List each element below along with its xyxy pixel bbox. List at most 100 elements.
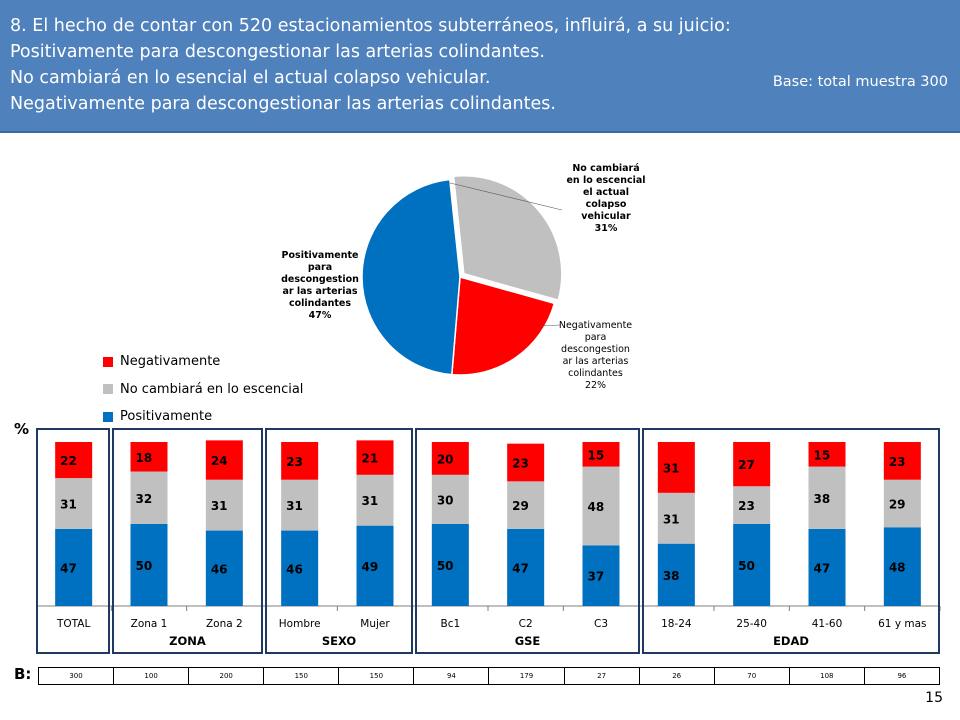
bar-segment-positivo bbox=[507, 528, 545, 606]
x-category-label: Zona 2 bbox=[206, 618, 243, 630]
group-box-edad bbox=[642, 428, 940, 654]
bar-value-label: 47 bbox=[512, 561, 529, 575]
bar-value-label: 23 bbox=[512, 457, 529, 471]
bar-value-label: 50 bbox=[738, 559, 755, 573]
bar-segment-negativo bbox=[808, 442, 846, 467]
group-name-sexo: SEXO bbox=[321, 634, 357, 648]
bar-segment-positivo bbox=[281, 530, 319, 606]
base-cell: 70 bbox=[713, 667, 790, 685]
bar-value-label: 47 bbox=[814, 561, 831, 575]
bar-segment-neutro bbox=[507, 481, 545, 529]
bar-value-label: 15 bbox=[588, 448, 605, 462]
legend-swatch-negativo bbox=[103, 356, 113, 367]
bar-segment-negativo bbox=[883, 442, 921, 480]
bar-value-label: 48 bbox=[588, 500, 605, 514]
bar-value-label: 49 bbox=[362, 560, 379, 574]
group-name-edad: EDAD bbox=[773, 634, 809, 648]
legend-swatch-neutro bbox=[103, 384, 113, 395]
bar-value-label: 37 bbox=[588, 570, 605, 584]
base-row-label: B: bbox=[14, 665, 32, 683]
bar-segment-negativo bbox=[582, 442, 620, 467]
x-category-label: 25-40 bbox=[736, 618, 767, 630]
bar-value-label: 47 bbox=[60, 561, 77, 575]
pie-label-line: descongestion bbox=[281, 274, 359, 285]
legend-label: No cambiará en lo escencial bbox=[120, 381, 304, 397]
x-category-label: 41-60 bbox=[812, 618, 843, 630]
group-name-gse: GSE bbox=[514, 634, 541, 648]
bar-segment-positivo bbox=[130, 524, 168, 606]
page-number: 15 bbox=[925, 690, 943, 706]
pie-label-line: para bbox=[307, 262, 333, 273]
base-cell: 100 bbox=[113, 667, 190, 685]
bar-value-label: 23 bbox=[738, 499, 755, 513]
legend-swatch-positivo bbox=[103, 411, 113, 422]
group-box-total bbox=[36, 428, 110, 654]
group-box-zona bbox=[112, 428, 263, 654]
group-name-zona: ZONA bbox=[169, 634, 206, 648]
bar-value-label: 23 bbox=[889, 455, 906, 469]
base-cell: 26 bbox=[638, 667, 715, 685]
pie-label-line: No cambiará bbox=[572, 163, 640, 174]
bar-segment-positivo bbox=[657, 543, 695, 606]
x-category-label: Zona 1 bbox=[131, 618, 168, 630]
bar-segment-neutro bbox=[733, 486, 771, 524]
bar-segment-negativo bbox=[733, 442, 771, 487]
bar-value-label: 31 bbox=[663, 461, 680, 475]
base-cell: 150 bbox=[263, 667, 340, 685]
base-text: Base: total muestra 300 bbox=[772, 74, 948, 90]
base-cell: 150 bbox=[338, 667, 415, 685]
bar-value-label: 50 bbox=[136, 559, 153, 573]
bar-value-label: 31 bbox=[60, 498, 77, 512]
question-line-4: Negativamente para descongestionar las a… bbox=[10, 94, 556, 114]
bar-value-label: 46 bbox=[211, 562, 228, 576]
bar-segment-negativo bbox=[205, 440, 243, 480]
group-box-sexo bbox=[265, 428, 413, 654]
bar-segment-negativo bbox=[356, 440, 394, 475]
pie-label-positivo: Positivamente para descongestion ar las … bbox=[270, 250, 370, 322]
pie-label-line: 22% bbox=[584, 380, 607, 391]
bar-segment-negativo bbox=[431, 442, 469, 475]
base-cell: 300 bbox=[37, 667, 115, 685]
bar-value-label: 23 bbox=[286, 455, 303, 469]
bar-segment-positivo bbox=[205, 530, 243, 606]
bar-segment-negativo bbox=[55, 442, 93, 479]
base-cell: 96 bbox=[863, 667, 941, 685]
pie-label-line: descongestion bbox=[561, 344, 630, 355]
base-cell: 27 bbox=[563, 667, 640, 685]
question-line-1: 8. El hecho de contar con 520 estacionam… bbox=[10, 16, 731, 36]
base-cell: 108 bbox=[788, 667, 865, 685]
bar-segment-neutro bbox=[883, 479, 921, 528]
bar-segment-negativo bbox=[281, 442, 319, 480]
bar-segment-neutro bbox=[205, 479, 243, 531]
pie-label-line: colapso bbox=[585, 199, 627, 210]
pie-label-line: Negativamente bbox=[558, 320, 633, 331]
bar-segment-neutro bbox=[281, 479, 319, 531]
bar-value-label: 30 bbox=[437, 493, 454, 507]
x-category-label: Hombre bbox=[279, 618, 321, 630]
legend-item-positivo: Positivamente bbox=[103, 403, 303, 431]
pie-label-line: ar las arterias bbox=[562, 356, 629, 367]
pie-label-line: para bbox=[584, 332, 607, 343]
bar-segment-negativo bbox=[657, 442, 695, 493]
pie-label-line: vehicular bbox=[581, 211, 631, 222]
bar-value-label: 27 bbox=[738, 458, 755, 472]
bar-segment-negativo bbox=[507, 443, 545, 482]
legend-item-neutro: No cambiará en lo escencial bbox=[103, 376, 303, 404]
legend: Negativamente No cambiará en lo escencia… bbox=[103, 348, 303, 431]
base-table: 300 100 200 150 150 94 179 27 26 70 108 … bbox=[37, 667, 941, 685]
pie-label-line: 47% bbox=[308, 310, 332, 321]
header-banner: 8. El hecho de contar con 520 estacionam… bbox=[0, 0, 960, 133]
bar-segment-positivo bbox=[55, 528, 93, 606]
x-category-label: 18-24 bbox=[661, 618, 692, 630]
pie-label-line: ar las arterias bbox=[282, 286, 358, 297]
bar-segment-neutro bbox=[356, 474, 394, 526]
group-box-gse bbox=[415, 428, 640, 654]
bar-segment-negativo bbox=[130, 442, 168, 472]
x-category-label: C3 bbox=[594, 618, 608, 630]
x-category-label: Mujer bbox=[360, 618, 390, 630]
bar-value-label: 29 bbox=[889, 498, 906, 512]
bar-segment-positivo bbox=[808, 528, 846, 606]
bar-segment-positivo bbox=[883, 527, 921, 606]
pie-label-negativo: Negativamente para descongestion ar las … bbox=[548, 320, 643, 392]
bar-value-label: 32 bbox=[136, 492, 153, 506]
